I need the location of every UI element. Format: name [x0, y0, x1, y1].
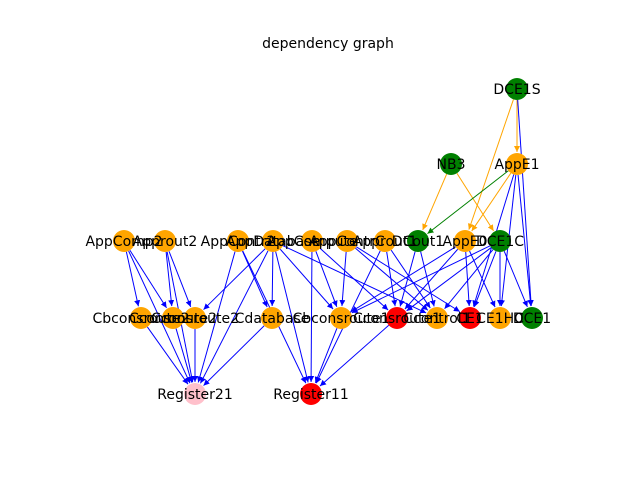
- node-label-Register11: Register11: [273, 387, 348, 403]
- node-label-Cbconsroute2: Cbconsroute2: [93, 311, 190, 327]
- node-AppE0[interactable]: [454, 230, 476, 252]
- edge-AppE1-to-DCout1: [427, 170, 509, 235]
- edge-AppE0-to-Cconsroute1: [404, 248, 459, 310]
- node-label-AppCompute: AppCompute: [266, 234, 357, 250]
- edge-AppDatabase-to-Cconsroute2b: [203, 248, 266, 310]
- node-Approut1[interactable]: [374, 230, 396, 252]
- node-label-AppE0: AppE0: [442, 234, 487, 250]
- node-NB3[interactable]: [440, 153, 462, 175]
- edge-DCE1C-to-Cbconsroute1: [351, 245, 491, 314]
- node-label-CE1HC: CE1HC: [476, 311, 524, 327]
- edge-AppE0-to-CE1HC: [469, 250, 496, 308]
- edge-AppE0-to-CE1: [465, 251, 472, 307]
- edge-DCE1C-to-Ccontrol1: [444, 249, 494, 310]
- edge-layer: [125, 99, 534, 387]
- node-label-Cconsroute1: Cconsroute1: [353, 311, 441, 327]
- node-Register21[interactable]: [184, 383, 206, 405]
- node-AppContrC[interactable]: [336, 230, 358, 252]
- node-label-Cdatabase: Cdatabase: [235, 311, 310, 327]
- node-AppE1[interactable]: [506, 153, 528, 175]
- node-label-Cconsroute2b: Cconsroute2: [151, 311, 239, 327]
- node-Cconsroute2b[interactable]: [184, 307, 206, 329]
- node-label-CE1: CE1: [456, 311, 484, 327]
- edge-Cbconsroute1-to-Register11: [314, 328, 338, 384]
- node-CE1HC[interactable]: [489, 307, 511, 329]
- edge-DCE1C-to-Cconsroute1: [406, 247, 492, 312]
- edge-AppE1-to-AppE0: [471, 172, 512, 232]
- edge-DCE1C-to-CE1: [473, 251, 497, 308]
- edge-AppContrC-to-Cbconsroute1: [339, 251, 347, 307]
- edge-AppContr2-to-Register21: [196, 251, 236, 383]
- edge-Approut2-to-Cconsroute2: [165, 251, 175, 307]
- edge-DCout1-to-Ccontrol1: [420, 251, 436, 307]
- node-label-AppE1: AppE1: [494, 157, 539, 173]
- node-label-Ccontrol1: Ccontrol1: [403, 311, 470, 327]
- edge-AppDatabase-to-Cbconsroute1: [279, 248, 334, 310]
- node-Cbconsroute2[interactable]: [130, 307, 152, 329]
- edge-NB3-to-DCE1C: [456, 173, 494, 232]
- edge-AppComp2-to-Cbconsroute2: [125, 251, 141, 307]
- node-label-AppDatabase: AppDatabase: [226, 234, 320, 250]
- node-DCE1[interactable]: [521, 307, 543, 329]
- edge-AppE1-to-DCE1: [517, 174, 534, 307]
- edge-AppCompute-to-Cbconsroute1: [315, 251, 338, 307]
- node-label-Cconsroute2: Cconsroute2: [129, 311, 217, 327]
- node-Cdatabase[interactable]: [261, 307, 283, 329]
- edge-AppCompute-to-Register11: [308, 251, 315, 383]
- node-label-Cbconsroute1: Cbconsroute1: [293, 311, 390, 327]
- edge-NB3-to-DCout1: [422, 173, 448, 231]
- node-DCout1[interactable]: [407, 230, 429, 252]
- edge-AppContrC-to-Ccontrol1: [355, 247, 429, 311]
- node-label-Approut1: Approut1: [353, 234, 418, 250]
- node-Cbconsroute1[interactable]: [330, 307, 352, 329]
- edge-AppComp2-to-Cconsroute2: [129, 250, 167, 309]
- node-AppCompute[interactable]: [301, 230, 323, 252]
- edge-AppDatabase-to-Cdatabase: [269, 251, 276, 307]
- edge-Cconsroute1-to-Register11: [319, 324, 390, 387]
- node-label-DCE1C: DCE1C: [476, 234, 524, 250]
- node-label-AppComp2: AppComp2: [85, 234, 162, 250]
- edge-Approut2-to-Cconsroute2b: [168, 251, 192, 308]
- edge-Approut1-to-Cconsroute1: [386, 251, 398, 307]
- node-label-DCE1: DCE1: [513, 311, 551, 327]
- edge-DCE1S-to-DCE1: [517, 99, 534, 307]
- node-CE1[interactable]: [459, 307, 481, 329]
- node-layer: [113, 78, 543, 405]
- node-label-Register21: Register21: [157, 387, 232, 403]
- edge-AppDatabase-to-Register21: [200, 250, 269, 384]
- edge-DCE1S-to-AppE0: [467, 99, 514, 230]
- node-DCE1S[interactable]: [506, 78, 528, 100]
- node-AppDatabase[interactable]: [262, 230, 284, 252]
- graph-title: dependency graph: [262, 36, 394, 52]
- node-label-Approut2: Approut2: [133, 234, 198, 250]
- node-label-DCout1: DCout1: [392, 234, 444, 250]
- node-Cconsroute1[interactable]: [386, 307, 408, 329]
- edge-AppDatabase-to-Register11: [275, 251, 310, 383]
- node-Cconsroute2[interactable]: [162, 307, 184, 329]
- node-label-DCE1S: DCE1S: [493, 82, 540, 98]
- edge-AppCompute-to-Cconsroute1: [319, 248, 389, 311]
- edge-AppContr2-to-Cdatabase: [241, 250, 268, 308]
- node-label-NB3: NB3: [437, 157, 466, 173]
- node-Approut2[interactable]: [154, 230, 176, 252]
- node-Ccontrol1[interactable]: [426, 307, 448, 329]
- edge-Cdatabase-to-Register21: [203, 325, 265, 386]
- edge-Cbconsroute2-to-Register21: [146, 326, 189, 385]
- node-label-AppContrC: AppContrC: [309, 234, 385, 250]
- edge-Cconsroute2-to-Register21: [175, 328, 193, 383]
- edge-DCout1-to-Cconsroute1: [398, 251, 416, 307]
- node-AppComp2[interactable]: [113, 230, 135, 252]
- node-DCE1C[interactable]: [489, 230, 511, 252]
- node-label-AppContr2: AppContr2: [201, 234, 276, 250]
- node-Register11[interactable]: [300, 383, 322, 405]
- edge-AppComp2-to-Register21: [128, 250, 191, 384]
- node-AppContr2[interactable]: [227, 230, 249, 252]
- edge-DCE1C-to-DCE1: [503, 250, 528, 308]
- edge-AppE0-to-Cbconsroute1: [350, 246, 456, 313]
